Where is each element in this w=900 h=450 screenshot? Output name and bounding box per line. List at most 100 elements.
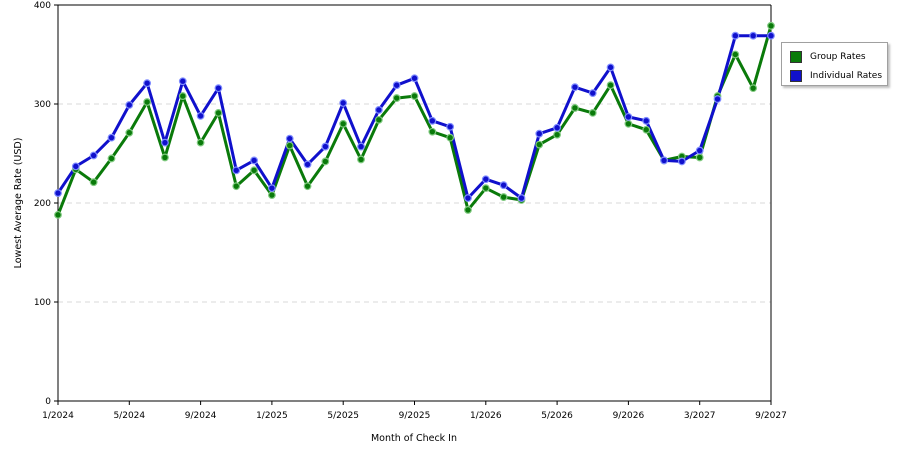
data-point-individual-rates — [268, 184, 276, 193]
legend-item-group-rates: Group Rates — [790, 50, 866, 64]
data-point-group-rates — [374, 115, 383, 124]
data-point-group-rates — [392, 94, 401, 102]
data-point-group-rates — [535, 140, 544, 149]
data-point-individual-rates — [143, 79, 152, 88]
data-point-individual-rates — [303, 160, 312, 169]
data-point-individual-rates — [232, 166, 241, 175]
data-point-group-rates — [588, 109, 597, 117]
series-line-group-rates — [56, 25, 773, 216]
data-point-group-rates — [642, 125, 651, 134]
data-point-group-rates — [464, 206, 472, 214]
x-tick-label: 5/2025 — [327, 411, 359, 421]
y-tick-label: 100 — [34, 298, 51, 308]
data-point-group-rates — [250, 166, 258, 175]
data-point-individual-rates — [606, 63, 615, 72]
data-point-group-rates — [428, 127, 437, 136]
data-point-group-rates — [54, 210, 62, 219]
data-point-group-rates — [107, 154, 116, 163]
data-point-group-rates — [624, 119, 633, 128]
data-point-individual-rates — [749, 31, 758, 40]
x-tick-label: 9/2025 — [399, 411, 431, 421]
x-axis-ticks: 1/2024 5/2024 9/2024 1/2025 5/2025 9/2025 1/20… — [42, 401, 787, 421]
data-point-group-rates — [410, 92, 419, 100]
data-point-group-rates — [731, 50, 740, 59]
x-tick-label: 9/2024 — [185, 411, 217, 421]
x-tick-label: 3/2027 — [684, 411, 716, 421]
data-point-individual-rates — [161, 138, 169, 147]
data-point-individual-rates — [71, 162, 80, 171]
data-point-group-rates — [214, 109, 223, 117]
series-line-individual-rates — [56, 34, 771, 200]
y-tick-label: 0 — [45, 397, 51, 407]
data-point-group-rates — [303, 182, 312, 191]
grid-lines — [58, 103, 771, 303]
x-tick-label: 5/2024 — [113, 411, 145, 421]
data-point-individual-rates — [214, 84, 223, 93]
data-point-individual-rates — [642, 116, 651, 125]
data-point-individual-rates — [410, 74, 419, 83]
data-point-group-rates — [89, 178, 98, 187]
data-point-individual-rates — [428, 116, 437, 125]
data-point-individual-rates — [446, 122, 455, 131]
y-tick-label: 200 — [34, 199, 51, 209]
data-point-group-rates — [339, 119, 348, 128]
legend-item-individual-rates: Individual Rates — [790, 69, 882, 83]
data-point-group-rates — [357, 155, 365, 164]
data-point-group-rates — [499, 193, 508, 201]
data-point-individual-rates — [250, 156, 258, 165]
data-point-individual-rates — [553, 123, 561, 132]
data-point-individual-rates — [571, 83, 579, 92]
data-point-individual-rates — [374, 106, 383, 114]
data-point-individual-rates — [54, 189, 62, 198]
legend-swatch-group-rates — [790, 51, 802, 63]
data-point-individual-rates — [517, 194, 526, 202]
data-point-group-rates — [481, 184, 490, 193]
data-point-group-rates — [285, 141, 294, 150]
series-layer — [54, 21, 775, 219]
x-tick-label: 9/2027 — [755, 411, 787, 421]
data-point-group-rates — [695, 153, 704, 162]
data-point-individual-rates — [196, 111, 205, 120]
data-point-individual-rates — [731, 31, 740, 40]
data-point-group-rates — [143, 98, 152, 106]
y-tick-label: 300 — [34, 100, 51, 110]
data-point-group-rates — [232, 182, 241, 191]
legend-label-individual-rates: Individual Rates — [810, 71, 883, 81]
x-tick-label: 1/2026 — [470, 411, 502, 421]
data-point-individual-rates — [713, 95, 722, 103]
x-tick-label: 1/2024 — [42, 411, 74, 421]
data-point-individual-rates — [481, 175, 490, 184]
data-point-individual-rates — [392, 81, 401, 90]
data-point-group-rates — [268, 191, 276, 199]
data-point-individual-rates — [178, 77, 187, 86]
data-point-individual-rates — [535, 129, 544, 138]
x-axis-title: Month of Check In — [371, 433, 457, 444]
data-point-individual-rates — [89, 151, 98, 160]
data-point-individual-rates — [677, 157, 686, 166]
data-point-group-rates — [571, 104, 579, 112]
data-point-group-rates — [321, 157, 330, 166]
data-point-individual-rates — [125, 101, 134, 109]
x-tick-label: 9/2026 — [613, 411, 645, 421]
y-axis-ticks: 0 100 200 300 400 — [34, 1, 58, 407]
data-point-group-rates — [196, 138, 205, 147]
data-point-individual-rates — [339, 99, 348, 107]
data-point-group-rates — [553, 130, 561, 139]
y-tick-label: 400 — [34, 1, 51, 11]
data-point-individual-rates — [464, 194, 472, 202]
data-point-individual-rates — [357, 142, 365, 151]
data-point-group-rates — [749, 84, 758, 93]
data-point-individual-rates — [588, 89, 597, 98]
data-point-individual-rates — [499, 181, 508, 190]
x-tick-label: 1/2025 — [256, 411, 288, 421]
data-point-individual-rates — [695, 146, 704, 155]
data-point-individual-rates — [285, 134, 294, 143]
legend-swatch-individual-rates — [790, 70, 802, 82]
data-point-group-rates — [178, 92, 187, 100]
data-point-individual-rates — [321, 142, 330, 151]
data-point-group-rates — [767, 21, 775, 30]
x-tick-label: 5/2026 — [541, 411, 573, 421]
data-point-group-rates — [606, 81, 615, 90]
data-point-individual-rates — [767, 31, 775, 40]
